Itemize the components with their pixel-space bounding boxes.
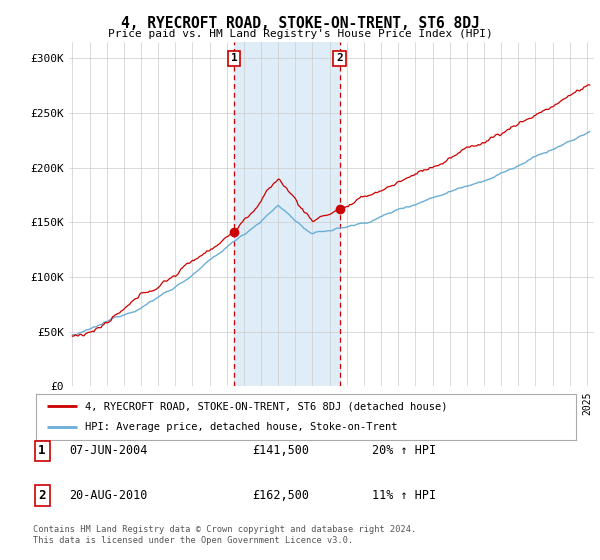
Text: £141,500: £141,500 — [252, 444, 309, 458]
Text: 20% ↑ HPI: 20% ↑ HPI — [372, 444, 436, 458]
Bar — [234, 42, 340, 386]
Text: 1: 1 — [38, 444, 46, 458]
Text: 07-JUN-2004: 07-JUN-2004 — [69, 444, 148, 458]
Text: 1: 1 — [230, 53, 237, 63]
Text: 2: 2 — [38, 489, 46, 502]
Text: HPI: Average price, detached house, Stoke-on-Trent: HPI: Average price, detached house, Stok… — [85, 422, 397, 432]
Text: 11% ↑ HPI: 11% ↑ HPI — [372, 489, 436, 502]
Text: 4, RYECROFT ROAD, STOKE-ON-TRENT, ST6 8DJ (detached house): 4, RYECROFT ROAD, STOKE-ON-TRENT, ST6 8D… — [85, 401, 447, 411]
Text: 4, RYECROFT ROAD, STOKE-ON-TRENT, ST6 8DJ: 4, RYECROFT ROAD, STOKE-ON-TRENT, ST6 8D… — [121, 16, 479, 31]
Text: 20-AUG-2010: 20-AUG-2010 — [69, 489, 148, 502]
Text: Contains HM Land Registry data © Crown copyright and database right 2024.
This d: Contains HM Land Registry data © Crown c… — [33, 525, 416, 545]
Text: £162,500: £162,500 — [252, 489, 309, 502]
Text: Price paid vs. HM Land Registry's House Price Index (HPI): Price paid vs. HM Land Registry's House … — [107, 29, 493, 39]
Text: 2: 2 — [336, 53, 343, 63]
